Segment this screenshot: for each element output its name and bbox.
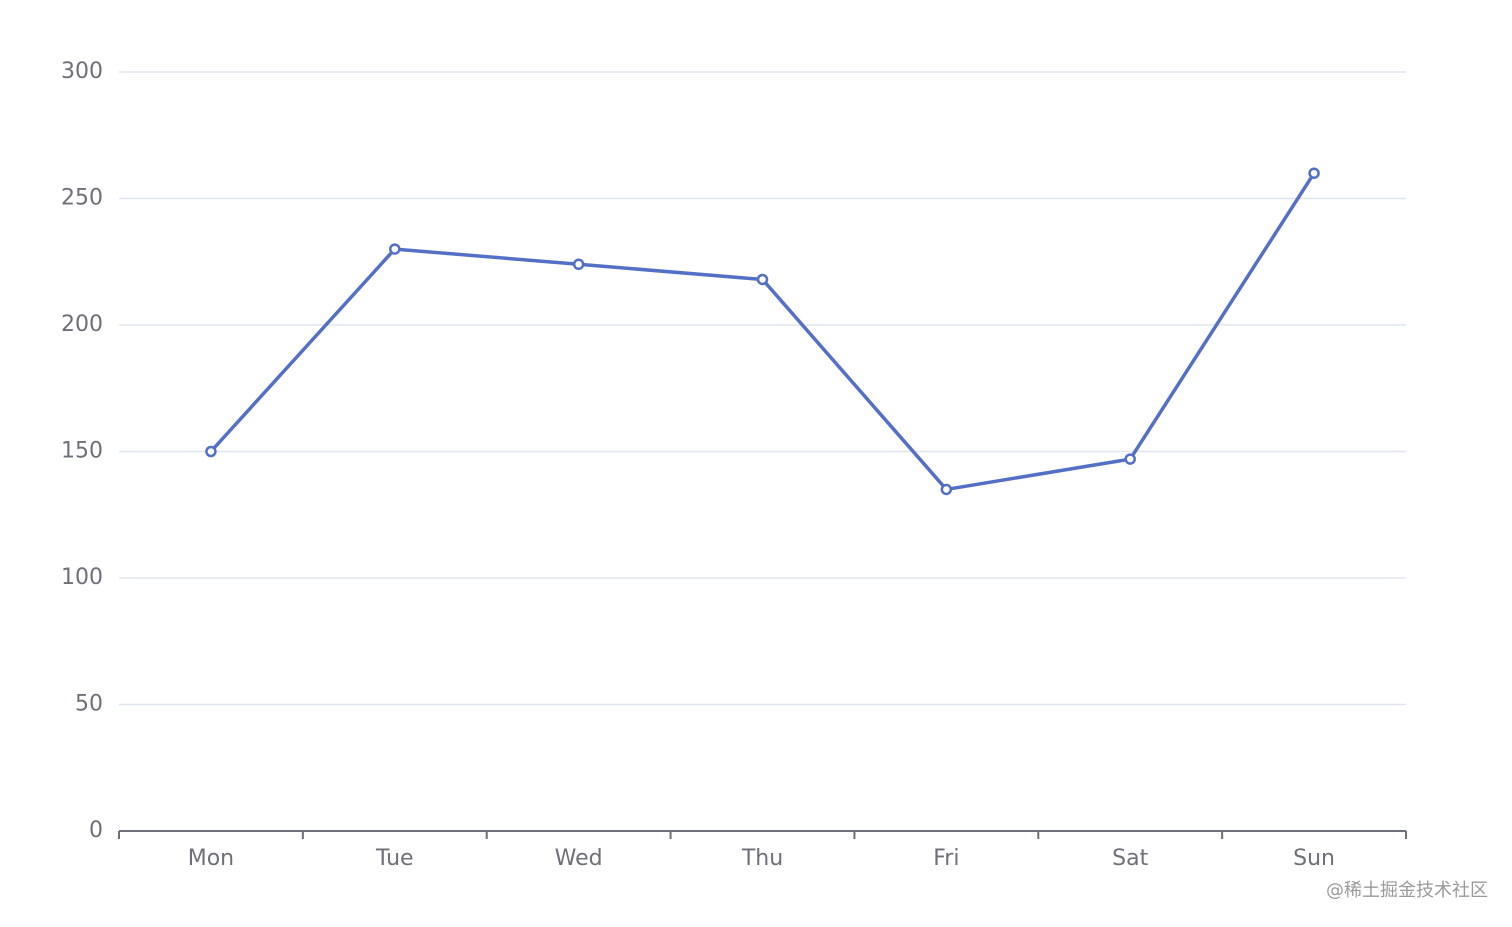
- data-point: [1308, 167, 1320, 179]
- y-tick-label: 200: [61, 312, 103, 337]
- y-tick-label: 150: [61, 439, 103, 464]
- data-point: [756, 273, 769, 286]
- data-point: [940, 483, 953, 496]
- x-tick-label: Mon: [188, 846, 234, 871]
- series-line: [209, 172, 1316, 492]
- data-point: [389, 243, 401, 255]
- data-point: [205, 445, 217, 458]
- x-tick-label: Sun: [1293, 846, 1335, 871]
- y-tick-label: 100: [61, 565, 103, 590]
- x-tick-label: Fri: [933, 846, 959, 871]
- y-tick-label: 300: [61, 59, 103, 84]
- x-tick-label: Sat: [1112, 846, 1148, 871]
- y-tick-label: 0: [89, 818, 103, 843]
- data-point: [1124, 453, 1136, 465]
- x-tick-label: Tue: [375, 846, 414, 871]
- data-point: [572, 258, 585, 271]
- watermark: @稀土掘金技术社区: [1326, 880, 1488, 901]
- y-tick-label: 50: [75, 692, 103, 717]
- y-tick-label: 250: [61, 186, 103, 211]
- x-tick-label: Thu: [741, 846, 783, 871]
- x-tick-label: Wed: [555, 846, 603, 871]
